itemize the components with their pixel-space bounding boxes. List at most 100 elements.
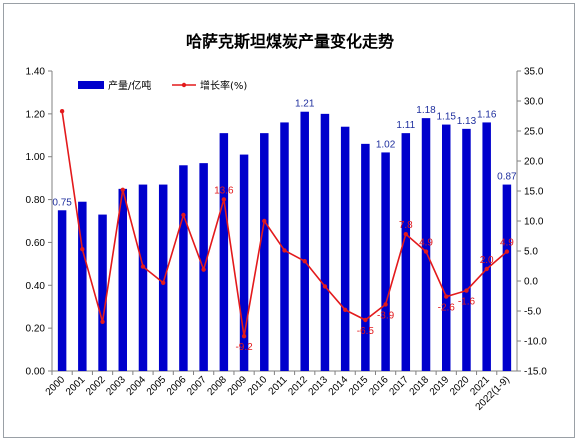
x-tick-label: 2012 bbox=[286, 374, 310, 398]
line-data-label: 2.0 bbox=[480, 255, 494, 266]
y-right-tick-label: 15.0 bbox=[524, 187, 544, 198]
y-right-tick-label: 35.0 bbox=[524, 67, 544, 78]
growth-point bbox=[120, 187, 125, 192]
x-tick-label: 2000 bbox=[44, 374, 68, 398]
legend-line-label: 增长率(%) bbox=[200, 79, 247, 92]
legend-line-marker bbox=[181, 82, 187, 88]
legend-bar-label: 产量/亿吨 bbox=[108, 79, 151, 92]
y-left-tick-label: 1.20 bbox=[26, 109, 46, 120]
x-tick-label: 2002 bbox=[84, 374, 108, 398]
growth-point bbox=[241, 334, 247, 339]
y-right-tick-label: 5.0 bbox=[524, 247, 538, 258]
line-data-label: -9.2 bbox=[235, 342, 253, 353]
line-data-label: 13.6 bbox=[214, 185, 234, 196]
growth-point bbox=[59, 109, 65, 114]
line-data-label: -1.6 bbox=[458, 297, 476, 308]
growth-point bbox=[221, 197, 227, 202]
bar-data-label: 0.75 bbox=[52, 197, 72, 208]
bar-data-label: 1.02 bbox=[376, 139, 396, 150]
y-left-tick-label: 0.40 bbox=[26, 281, 46, 292]
x-tick-label: 2017 bbox=[387, 374, 411, 398]
bar bbox=[179, 165, 188, 371]
growth-point bbox=[302, 259, 307, 264]
y-right-tick-label: -5.0 bbox=[524, 307, 542, 318]
x-tick-label: 2009 bbox=[226, 374, 250, 398]
line-data-label: -6.5 bbox=[357, 326, 375, 337]
legend-bar-swatch bbox=[78, 81, 104, 89]
growth-point bbox=[342, 307, 348, 312]
line-data-label: -2.6 bbox=[438, 303, 456, 314]
growth-point bbox=[282, 248, 287, 253]
growth-point bbox=[262, 218, 267, 224]
chart-title: 哈萨克斯坦煤炭产量变化走势 bbox=[185, 32, 394, 51]
x-tick-label: 2003 bbox=[104, 374, 128, 398]
growth-point bbox=[363, 317, 368, 323]
x-tick-label: 2013 bbox=[307, 374, 331, 398]
growth-point bbox=[322, 284, 328, 289]
bar-data-label: 1.13 bbox=[457, 116, 477, 127]
y-right-tick-label: 25.0 bbox=[524, 127, 544, 138]
growth-point bbox=[383, 302, 388, 307]
bar-data-label: 1.11 bbox=[396, 120, 415, 131]
bar bbox=[280, 122, 289, 371]
bar-data-label: 1.15 bbox=[437, 112, 457, 123]
bar bbox=[219, 133, 229, 371]
growth-point bbox=[504, 249, 510, 254]
x-tick-label: 2011 bbox=[267, 374, 290, 397]
x-tick-label: 2006 bbox=[165, 374, 189, 398]
bar bbox=[340, 126, 350, 371]
bar bbox=[138, 184, 148, 371]
x-tick-label: 2005 bbox=[145, 374, 169, 398]
y-right-tick-label: 30.0 bbox=[524, 97, 544, 108]
growth-point bbox=[423, 249, 429, 254]
x-tick-label: 2008 bbox=[205, 374, 229, 398]
bar-data-label: 1.21 bbox=[295, 99, 315, 110]
x-tick-label: 2015 bbox=[347, 374, 371, 398]
x-tick-label: 2004 bbox=[125, 374, 149, 398]
growth-point bbox=[80, 247, 85, 252]
bar bbox=[381, 152, 390, 371]
bar bbox=[57, 210, 67, 371]
bar bbox=[260, 133, 269, 371]
bar bbox=[78, 201, 87, 371]
bar bbox=[361, 143, 370, 371]
growth-point bbox=[160, 280, 166, 285]
x-tick-label: 2019 bbox=[428, 374, 452, 398]
y-right-tick-label: -10.0 bbox=[524, 337, 547, 348]
bar bbox=[502, 184, 512, 371]
bar bbox=[482, 122, 491, 371]
x-tick-label: 2007 bbox=[185, 374, 209, 398]
bar-data-label: 0.87 bbox=[497, 172, 517, 183]
growth-point bbox=[444, 294, 449, 299]
y-right-tick-label: 0.0 bbox=[524, 277, 538, 288]
bar bbox=[300, 111, 309, 371]
bar bbox=[239, 154, 249, 371]
y-left-tick-label: 0.00 bbox=[26, 367, 46, 378]
bar bbox=[462, 128, 471, 371]
line-data-label: -3.9 bbox=[377, 310, 395, 321]
growth-point bbox=[201, 267, 206, 272]
bar-data-label: 1.16 bbox=[477, 109, 497, 120]
y-right-tick-label: -15.0 bbox=[524, 367, 547, 378]
x-tick-label: 2010 bbox=[246, 374, 270, 398]
growth-point bbox=[484, 266, 489, 272]
x-tick-label: 2014 bbox=[327, 374, 351, 398]
y-left-tick-label: 0.20 bbox=[26, 324, 46, 335]
growth-point bbox=[181, 212, 186, 218]
bar bbox=[98, 214, 107, 371]
bar bbox=[401, 133, 411, 371]
line-data-label: 7.8 bbox=[399, 220, 413, 231]
line-data-label: 4.9 bbox=[419, 238, 433, 249]
bar bbox=[421, 118, 431, 372]
line-data-label: 4.9 bbox=[500, 238, 514, 249]
y-left-tick-label: 1.40 bbox=[26, 67, 46, 78]
x-tick-label: 2016 bbox=[367, 374, 391, 398]
bar bbox=[118, 188, 128, 371]
growth-point bbox=[464, 288, 469, 293]
y-left-tick-label: 0.60 bbox=[26, 238, 46, 249]
growth-point bbox=[100, 319, 105, 324]
bar bbox=[441, 124, 451, 371]
growth-point bbox=[140, 264, 146, 269]
y-right-tick-label: 10.0 bbox=[524, 217, 544, 228]
